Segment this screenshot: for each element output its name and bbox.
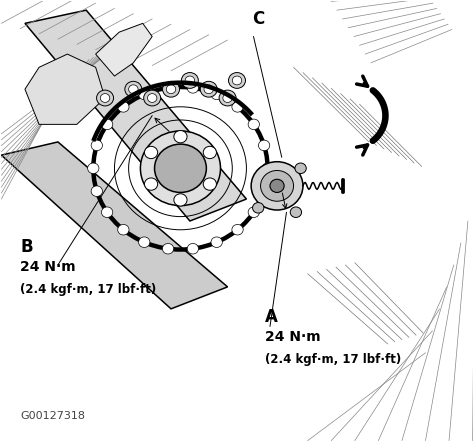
Circle shape [232, 102, 243, 112]
Circle shape [128, 85, 138, 94]
Circle shape [261, 171, 293, 201]
Circle shape [248, 207, 259, 217]
Circle shape [223, 94, 232, 103]
Circle shape [118, 225, 129, 235]
Circle shape [91, 186, 102, 196]
Circle shape [228, 72, 246, 88]
Circle shape [101, 119, 113, 130]
Text: (2.4 kgf·m, 17 lbf·ft): (2.4 kgf·m, 17 lbf·ft) [265, 353, 401, 366]
Text: 24 N·m: 24 N·m [20, 260, 76, 274]
Circle shape [166, 85, 176, 94]
Circle shape [118, 102, 129, 112]
Circle shape [185, 76, 195, 85]
Circle shape [270, 179, 284, 192]
Circle shape [182, 72, 198, 88]
Circle shape [174, 130, 187, 143]
Circle shape [200, 81, 217, 97]
Polygon shape [25, 10, 246, 221]
Circle shape [204, 85, 213, 94]
Circle shape [144, 90, 161, 106]
Circle shape [91, 140, 102, 151]
Text: 24 N·m: 24 N·m [265, 330, 321, 344]
Circle shape [258, 186, 270, 196]
Polygon shape [96, 23, 152, 76]
Circle shape [248, 119, 259, 130]
Text: G00127318: G00127318 [20, 411, 85, 421]
Circle shape [295, 163, 306, 174]
Circle shape [187, 244, 199, 254]
Circle shape [203, 146, 217, 159]
Circle shape [203, 178, 217, 190]
Circle shape [138, 237, 150, 248]
Polygon shape [1, 142, 228, 309]
Circle shape [219, 90, 236, 106]
Circle shape [163, 244, 173, 254]
Text: B: B [20, 238, 33, 256]
Circle shape [211, 89, 222, 99]
Circle shape [290, 207, 301, 217]
Circle shape [211, 237, 222, 248]
Circle shape [232, 225, 243, 235]
Circle shape [101, 207, 113, 217]
Circle shape [163, 83, 173, 93]
Text: (2.4 kgf·m, 17 lbf·ft): (2.4 kgf·m, 17 lbf·ft) [20, 283, 156, 296]
Circle shape [163, 81, 180, 97]
Circle shape [100, 94, 110, 103]
Circle shape [145, 146, 158, 159]
Text: A: A [265, 309, 278, 326]
Circle shape [125, 81, 142, 97]
Text: C: C [252, 10, 264, 28]
Circle shape [147, 94, 157, 103]
Circle shape [155, 144, 206, 192]
Circle shape [251, 162, 303, 210]
Circle shape [258, 140, 270, 151]
Circle shape [97, 90, 114, 106]
Circle shape [88, 163, 99, 174]
Circle shape [140, 131, 220, 206]
Circle shape [253, 202, 264, 213]
Circle shape [174, 194, 187, 206]
Circle shape [262, 163, 273, 174]
Circle shape [145, 178, 158, 190]
Circle shape [138, 89, 150, 99]
Circle shape [187, 83, 199, 93]
Polygon shape [25, 54, 105, 124]
Circle shape [232, 76, 242, 85]
